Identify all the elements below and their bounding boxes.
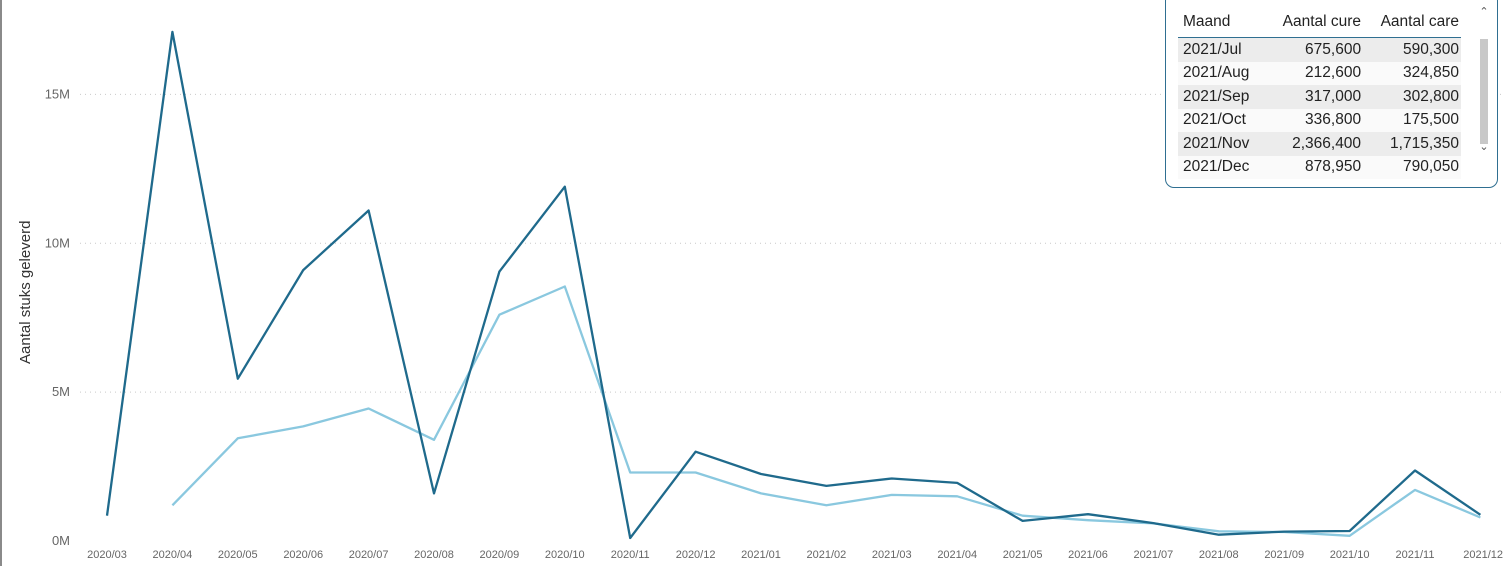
x-tick-label: 2021/09: [1264, 549, 1304, 561]
x-axis-ticks: 2020/03 2020/04 2020/05 2020/06 2020/07 2020/…: [87, 549, 1503, 561]
y-tick-label: 15M: [45, 86, 70, 101]
x-tick-label: 2020/05: [218, 549, 258, 561]
series-line-2[interactable]: [171, 285, 1481, 537]
series-line-1[interactable]: [105, 30, 1482, 540]
table-row: 2021/Jul 675,600 590,300: [1178, 37, 1461, 62]
data-table: Maand Aantal cure Aantal care 2021/Jul 6…: [1178, 7, 1461, 179]
table-cell-aantal-cure: 878,950: [1265, 155, 1364, 179]
visual-left-border: [0, 0, 2, 566]
x-tick-label: 2021/03: [872, 549, 912, 561]
x-tick-label: 2021/07: [1134, 549, 1174, 561]
chevron-up-icon[interactable]: ⌃: [1479, 6, 1489, 18]
series-lines: [105, 30, 1482, 540]
table-row: 2021/Aug 212,600 324,850: [1178, 61, 1461, 85]
table-cell-maand: 2021/Jul: [1178, 37, 1266, 62]
column-header-aantal-cure[interactable]: Aantal cure: [1265, 7, 1364, 38]
table-cell-aantal-care: 175,500: [1363, 108, 1461, 132]
table-row: 2021/Oct 336,800 175,500: [1178, 108, 1461, 132]
table-header-row: Maand Aantal cure Aantal care: [1178, 7, 1461, 38]
x-tick-label: 2020/11: [611, 549, 650, 561]
chevron-down-icon[interactable]: ⌄: [1479, 141, 1489, 153]
x-tick-label: 2020/04: [153, 549, 193, 561]
table-cell-aantal-care: 324,850: [1363, 61, 1461, 85]
table-cell-aantal-cure: 2,366,400: [1265, 132, 1364, 156]
table-row: 2021/Sep 317,000 302,800: [1178, 85, 1461, 109]
table-cell-aantal-cure: 212,600: [1265, 61, 1364, 85]
x-tick-label: 2021/01: [741, 549, 781, 561]
y-tick-label: 0M: [52, 533, 70, 548]
table-cell-maand: 2021/Aug: [1178, 61, 1266, 85]
x-tick-label: 2021/02: [807, 549, 847, 561]
table-cell-maand: 2021/Oct: [1178, 108, 1266, 132]
x-tick-label: 2020/06: [283, 549, 323, 561]
data-table-visual[interactable]: Maand Aantal cure Aantal care 2021/Jul 6…: [1165, 0, 1498, 188]
column-header-aantal-care[interactable]: Aantal care: [1363, 7, 1461, 38]
y-tick-label: 5M: [52, 384, 70, 399]
table-cell-aantal-care: 1,715,350: [1363, 132, 1461, 156]
table-cell-aantal-care: 590,300: [1363, 37, 1461, 62]
x-tick-label: 2020/03: [87, 549, 127, 561]
table-row: 2021/Nov 2,366,400 1,715,350: [1178, 132, 1461, 156]
y-tick-label: 10M: [45, 235, 70, 250]
x-tick-label: 2020/09: [480, 549, 520, 561]
table-cell-aantal-cure: 336,800: [1265, 108, 1364, 132]
x-tick-label: 2021/12: [1463, 549, 1503, 561]
table-scrollbar[interactable]: ⌃ ⌄: [1479, 5, 1489, 173]
x-tick-label: 2021/06: [1068, 549, 1108, 561]
scrollbar-thumb[interactable]: [1480, 39, 1488, 144]
table-row: 2021/Dec 878,950 790,050: [1178, 155, 1461, 179]
table-cell-aantal-care: 790,050: [1363, 155, 1461, 179]
y-axis-ticks: 0M 5M 10M 15M: [45, 86, 70, 548]
table-cell-aantal-care: 302,800: [1363, 85, 1461, 109]
column-header-maand[interactable]: Maand: [1178, 7, 1266, 38]
x-tick-label: 2021/08: [1199, 549, 1239, 561]
x-tick-label: 2021/05: [1003, 549, 1043, 561]
x-tick-label: 2020/12: [676, 549, 716, 561]
table-cell-aantal-cure: 317,000: [1265, 85, 1364, 109]
table-cell-maand: 2021/Dec: [1178, 155, 1266, 179]
table-cell-maand: 2021/Nov: [1178, 132, 1266, 156]
x-tick-label: 2021/04: [937, 549, 977, 561]
x-tick-label: 2020/07: [349, 549, 389, 561]
y-axis-label: Aantal stuks geleverd: [17, 221, 34, 364]
table-cell-maand: 2021/Sep: [1178, 85, 1266, 109]
x-tick-label: 2021/10: [1330, 549, 1370, 561]
x-tick-label: 2020/10: [545, 549, 585, 561]
x-tick-label: 2021/11: [1396, 549, 1435, 561]
x-tick-label: 2020/08: [414, 549, 454, 561]
table-cell-aantal-cure: 675,600: [1265, 37, 1364, 62]
